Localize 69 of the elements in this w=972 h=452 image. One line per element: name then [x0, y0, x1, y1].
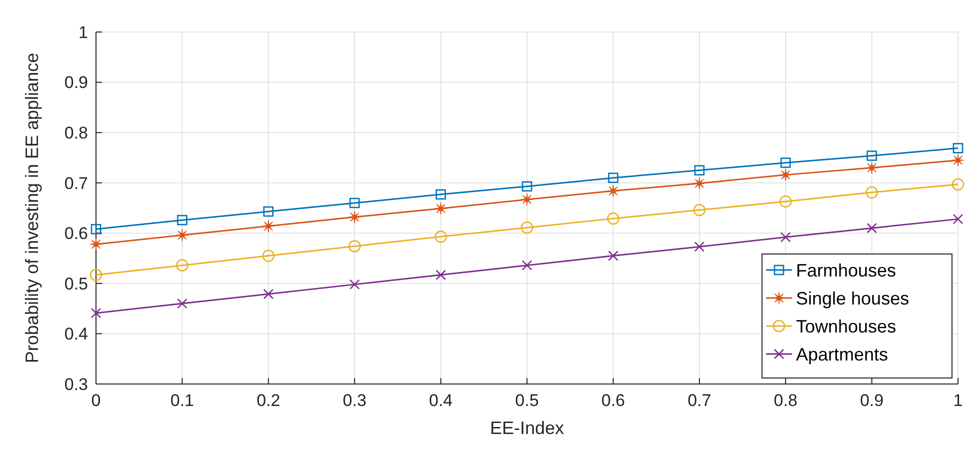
point	[90, 224, 102, 234]
point	[522, 181, 532, 192]
y-tick-label: 0.9	[64, 73, 88, 92]
y-axis-title: Probability of investing in EE appliance	[22, 52, 42, 364]
point	[779, 168, 792, 182]
point	[608, 250, 618, 261]
y-tick-label: 1	[78, 22, 88, 42]
point	[348, 240, 361, 252]
point	[694, 242, 705, 252]
point	[434, 202, 448, 215]
point	[434, 230, 447, 243]
x-tick-label: 0.8	[774, 391, 798, 410]
point	[694, 165, 705, 176]
point	[608, 172, 618, 183]
point	[176, 259, 188, 272]
x-tick-label: 0.5	[515, 391, 539, 410]
point	[263, 288, 274, 300]
x-tick-label: 1	[953, 391, 963, 410]
point	[606, 184, 620, 198]
x-tick-label: 0.7	[688, 391, 712, 410]
point	[90, 238, 102, 251]
y-tick-label: 0.6	[64, 224, 88, 244]
point	[866, 161, 878, 174]
point	[177, 298, 188, 309]
point	[176, 228, 188, 242]
point	[520, 193, 534, 206]
point	[90, 308, 102, 318]
point	[90, 268, 102, 282]
point	[607, 212, 620, 225]
point	[952, 154, 964, 167]
legend-label: Farmhouses	[796, 260, 896, 280]
point	[693, 204, 706, 216]
legend-label: Apartments	[796, 344, 888, 364]
y-tick-label: 0.4	[64, 324, 88, 344]
point	[436, 270, 446, 280]
point	[262, 220, 275, 232]
point	[780, 232, 791, 242]
point	[952, 143, 964, 154]
point	[263, 206, 274, 217]
legend-label: Single houses	[796, 288, 910, 308]
point	[779, 195, 792, 208]
legend-label: Townhouses	[796, 316, 896, 336]
x-tick-label: 0	[91, 391, 101, 410]
point	[522, 260, 532, 270]
point	[262, 250, 275, 262]
point	[866, 150, 877, 161]
x-tick-label: 0.6	[601, 391, 626, 410]
point	[349, 279, 360, 290]
point	[436, 189, 446, 200]
x-tick-label: 0.9	[860, 391, 884, 410]
x-tick-label: 0.4	[428, 391, 453, 410]
x-tick-label: 0.3	[342, 391, 366, 410]
y-tick-label: 0.7	[64, 174, 88, 193]
x-tick-label: 0.1	[170, 391, 194, 410]
y-tick-label: 0.3	[64, 374, 88, 394]
point	[177, 214, 188, 226]
point	[866, 186, 878, 199]
point	[952, 214, 964, 224]
x-tick-label: 0.2	[256, 391, 280, 410]
y-tick-label: 0.5	[64, 274, 88, 294]
point	[348, 210, 361, 224]
point	[780, 158, 791, 168]
point	[866, 222, 877, 234]
point	[520, 221, 534, 234]
point	[693, 177, 706, 190]
x-axis-title: EE-Index	[490, 418, 564, 438]
point	[952, 178, 964, 191]
point	[349, 198, 360, 208]
y-tick-label: 0.8	[64, 124, 88, 143]
